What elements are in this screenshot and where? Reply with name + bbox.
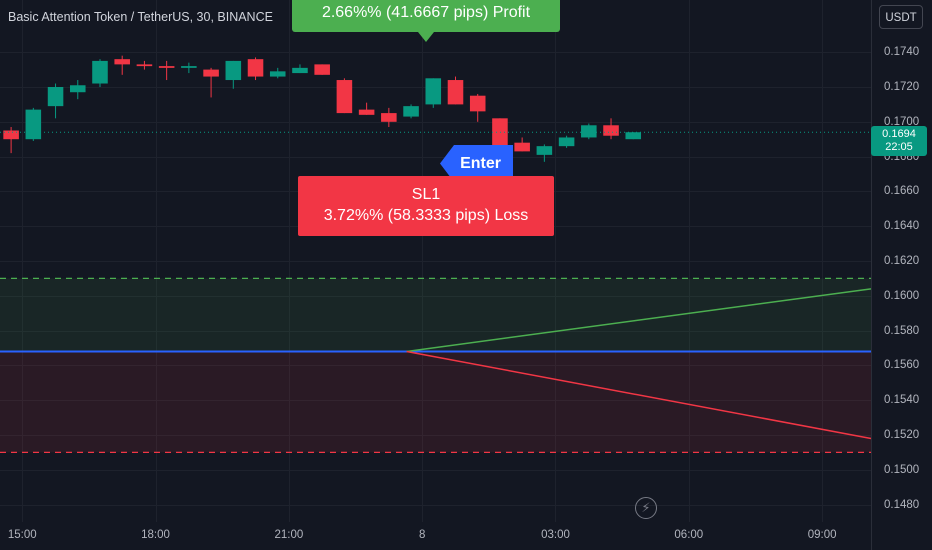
profit-label: 2.66%% (41.6667 pips) Profit <box>292 0 560 32</box>
candle-body <box>425 78 442 105</box>
candle <box>114 55 130 75</box>
candle <box>203 67 219 98</box>
candle <box>536 144 553 162</box>
candle-body <box>469 95 486 112</box>
price-tick-label: 0.1720 <box>884 81 920 93</box>
time-tick-label: 09:00 <box>807 529 837 541</box>
candle <box>181 62 197 74</box>
price-tick-label: 0.1540 <box>884 394 920 407</box>
long-position-tool[interactable] <box>0 277 872 454</box>
candle <box>269 67 286 79</box>
candle <box>425 78 442 108</box>
candle <box>3 127 19 154</box>
candle <box>336 78 353 114</box>
profit-label-pointer <box>418 32 434 42</box>
candle-body <box>247 59 264 77</box>
candle-body <box>314 64 330 75</box>
candle-body <box>136 64 153 67</box>
candle-body <box>558 137 575 147</box>
candle <box>558 135 575 148</box>
symbol-title[interactable]: Basic Attention Token / TetherUS, 30, BI… <box>8 10 273 24</box>
stop-loss-label: SL1 3.72%% (58.3333 pips) Loss <box>298 176 554 236</box>
price-tick-label: 0.1620 <box>884 255 920 267</box>
bar-countdown: 22:05 <box>885 141 913 154</box>
candle <box>514 137 530 152</box>
profit-zone <box>0 278 871 352</box>
time-tick-label: 03:00 <box>541 529 570 541</box>
currency-button[interactable]: USDT <box>879 5 923 29</box>
candle-body <box>3 130 19 140</box>
time-tick-label: 21:00 <box>274 529 304 541</box>
candle-body <box>69 85 86 93</box>
stop-loss-text: 3.72%% (58.3333 pips) Loss <box>323 207 529 224</box>
time-tick-label: 18:00 <box>141 529 170 541</box>
price-tick-label: 0.1580 <box>884 324 920 337</box>
candle <box>403 104 419 119</box>
lightning-bolt-icon[interactable]: ⚡ <box>635 497 657 519</box>
candle <box>358 102 375 115</box>
candle <box>381 107 397 128</box>
price-tick-label: 0.1480 <box>884 498 920 511</box>
time-tick-label: 06:00 <box>674 529 704 541</box>
candle-body <box>114 59 130 65</box>
candle <box>136 60 153 70</box>
candle-body <box>447 80 464 105</box>
candle <box>47 83 64 119</box>
price-tick-label: 0.1600 <box>884 289 920 302</box>
candle <box>625 132 642 140</box>
candle <box>247 57 264 81</box>
candle-body <box>203 69 219 77</box>
price-tick-label: 0.1660 <box>884 185 920 198</box>
last-price-value: 0.1694 <box>882 128 916 141</box>
candle <box>92 59 108 87</box>
candle-body <box>358 109 375 115</box>
candle-body <box>92 60 108 84</box>
candle-body <box>181 66 197 68</box>
price-tick-label: 0.1700 <box>884 115 920 128</box>
candle-body <box>492 118 508 150</box>
last-price-tag: 0.1694 22:05 <box>871 126 927 157</box>
price-tick-label: 0.1500 <box>884 463 920 476</box>
candles <box>3 55 642 162</box>
loss-zone <box>0 351 871 453</box>
candle <box>469 93 486 122</box>
candle-body <box>225 60 242 81</box>
candle <box>25 107 42 141</box>
price-tick-label: 0.1640 <box>884 220 920 233</box>
candle <box>603 118 619 140</box>
candle-body <box>47 87 64 107</box>
candle-body <box>581 125 597 138</box>
candle <box>314 64 330 75</box>
candle <box>292 64 308 74</box>
candle <box>447 76 464 105</box>
candle-body <box>336 80 353 114</box>
profit-projection-line <box>406 288 872 353</box>
candle-body <box>25 109 42 140</box>
candle-body <box>292 67 308 74</box>
candle-body <box>381 113 397 122</box>
candle-body <box>269 71 286 77</box>
candle-body <box>158 66 175 68</box>
price-tick-label: 0.1740 <box>884 46 920 59</box>
candle <box>69 80 86 100</box>
candle-body <box>603 125 619 136</box>
candle-body <box>514 142 530 152</box>
candle <box>225 60 242 89</box>
price-tick-label: 0.1560 <box>884 359 920 372</box>
price-tick-label: 0.1520 <box>884 429 920 441</box>
stop-loss-title: SL1 <box>411 186 441 203</box>
candle-body <box>403 106 419 117</box>
time-tick-label: 8 <box>418 529 426 541</box>
candle-body <box>625 132 642 140</box>
loss-projection-line <box>406 350 872 440</box>
candle <box>581 123 597 140</box>
candle-body <box>536 146 553 155</box>
time-tick-label: 15:00 <box>7 529 37 541</box>
entry-label: Enter <box>440 145 513 182</box>
candle <box>158 60 175 81</box>
